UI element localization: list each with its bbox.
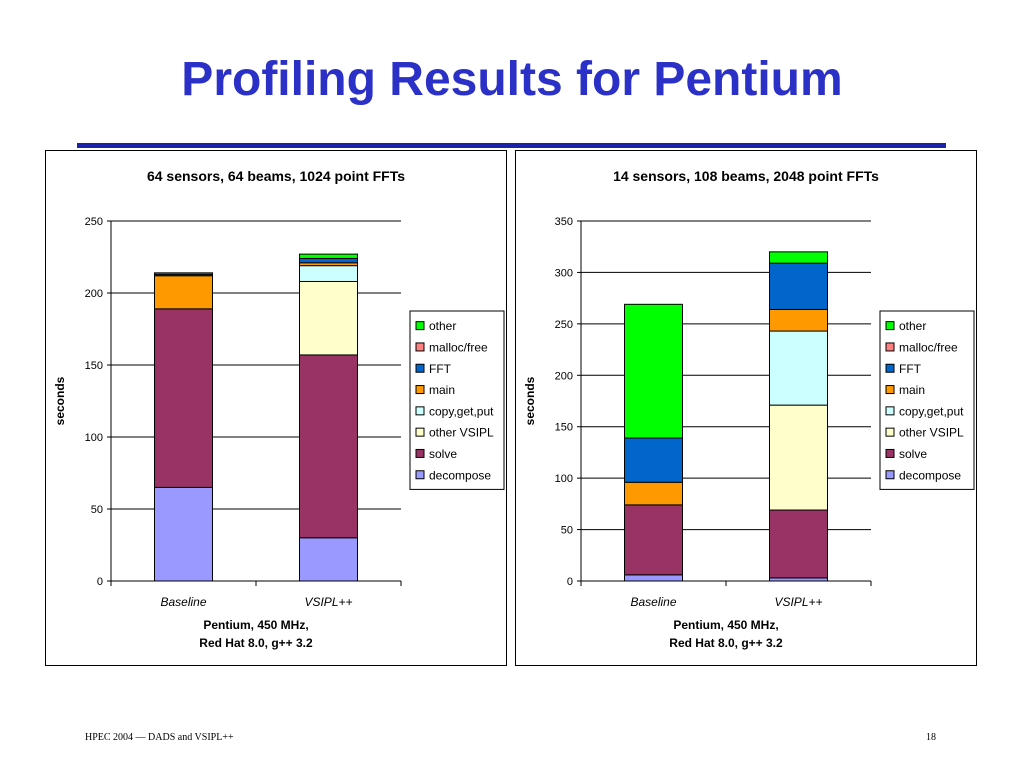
legend-label-solve: solve <box>899 447 927 461</box>
legend-swatch-malloc-free <box>885 342 895 352</box>
y-tick-label: 50 <box>561 525 573 537</box>
x-axis-label: Pentium, 450 MHz, <box>203 618 308 632</box>
title-rule <box>77 143 946 148</box>
legend-label-fft: FFT <box>429 362 452 376</box>
y-tick-label: 50 <box>91 504 103 516</box>
bar-segment-vsipl-other <box>769 251 828 264</box>
bar-segment-baseline-solve <box>624 504 683 576</box>
bar-segment-vsipl-other-vsipl <box>769 404 828 511</box>
bar-segment-baseline-main <box>624 481 683 506</box>
bar-segment-baseline-decompose <box>154 486 213 582</box>
y-tick-label: 250 <box>555 319 573 331</box>
legend-label-main: main <box>429 383 455 397</box>
legend-label-other: other <box>429 319 456 333</box>
x-axis-label: Red Hat 8.0, g++ 3.2 <box>199 636 313 650</box>
y-tick-label: 200 <box>85 288 103 300</box>
chart-frame-left: 64 sensors, 64 beams, 1024 point FFTs 0 50… <box>45 150 507 666</box>
bar-segment-vsipl-copy-get-put <box>299 265 358 282</box>
y-tick-label: 200 <box>555 370 573 382</box>
bar-segment-baseline-solve <box>154 308 213 488</box>
legend-swatch-copy-get-put <box>885 406 895 416</box>
legend-swatch-fft <box>885 363 895 373</box>
legend-swatch-other <box>415 321 425 331</box>
legend-swatch-main <box>415 385 425 395</box>
x-axis-label: Pentium, 450 MHz, <box>673 618 778 632</box>
legend-label-copy-get-put: copy,get,put <box>429 404 494 418</box>
x-category-label: Baseline <box>630 595 676 609</box>
legend-label-malloc-free: malloc/free <box>899 340 958 354</box>
bar-segment-vsipl-solve <box>299 354 358 539</box>
x-category-label: Baseline <box>160 595 206 609</box>
bar-segment-vsipl-other-vsipl <box>299 280 358 356</box>
slide-title: Profiling Results for Pentium <box>181 53 843 106</box>
legend-swatch-decompose <box>415 470 425 480</box>
x-category-label: VSIPL++ <box>774 595 822 609</box>
bar-segment-vsipl-fft <box>769 262 828 310</box>
chart-title: 64 sensors, 64 beams, 1024 point FFTs <box>147 168 405 184</box>
footer-text: HPEC 2004 — DADS and VSIPL++ <box>85 732 234 743</box>
legend-swatch-other-vsipl <box>415 427 425 437</box>
bar-segment-vsipl-copy-get-put <box>769 330 828 406</box>
legend-swatch-solve <box>885 448 895 458</box>
bar-segment-vsipl-solve <box>769 509 828 579</box>
chart-title: 14 sensors, 108 beams, 2048 point FFTs <box>613 168 879 184</box>
legend-label-copy-get-put: copy,get,put <box>899 404 964 418</box>
y-tick-label: 150 <box>85 360 103 372</box>
bar-segment-baseline-main <box>154 275 213 310</box>
legend-swatch-decompose <box>885 470 895 480</box>
y-tick-label: 100 <box>85 432 103 444</box>
bar-segment-baseline-other <box>154 272 213 275</box>
chart-left: 64 sensors, 64 beams, 1024 point FFTs 0 50… <box>53 168 505 650</box>
y-tick-label: 250 <box>85 216 103 228</box>
legend-label-solve: solve <box>429 447 457 461</box>
legend-swatch-malloc-free <box>415 342 425 352</box>
y-tick-label: 100 <box>555 473 573 485</box>
bar-segment-baseline-fft <box>624 437 683 483</box>
y-tick-label: 150 <box>555 422 573 434</box>
legend-swatch-main <box>885 385 895 395</box>
legend-swatch-copy-get-put <box>415 406 425 416</box>
legend-label-other: other <box>899 319 926 333</box>
y-tick-label: 0 <box>567 576 573 588</box>
chart-frame-right: 14 sensors, 108 beams, 2048 point FFTs 0 5… <box>515 150 977 666</box>
legend-swatch-other-vsipl <box>885 427 895 437</box>
legend-label-decompose: decompose <box>429 468 491 482</box>
bar-segment-baseline-other <box>624 303 683 439</box>
legend-label-decompose: decompose <box>899 468 961 482</box>
y-axis-label: seconds <box>53 376 67 425</box>
legend-label-malloc-free: malloc/free <box>429 340 488 354</box>
legend-swatch-solve <box>415 448 425 458</box>
bar-segment-vsipl-other <box>299 253 358 259</box>
legend-box <box>409 310 505 490</box>
y-axis-label: seconds <box>523 376 537 425</box>
legend-label-other-vsipl: other VSIPL <box>429 426 494 440</box>
page-number: 18 <box>926 732 936 743</box>
y-tick-label: 0 <box>97 576 103 588</box>
y-tick-label: 300 <box>555 267 573 279</box>
legend-label-main: main <box>899 383 925 397</box>
chart-right: 14 sensors, 108 beams, 2048 point FFTs 0 5… <box>523 168 975 650</box>
x-category-label: VSIPL++ <box>304 595 352 609</box>
legend-label-fft: FFT <box>899 362 922 376</box>
legend-box <box>879 310 975 490</box>
legend-swatch-fft <box>415 363 425 373</box>
legend-label-other-vsipl: other VSIPL <box>899 426 964 440</box>
bar-segment-vsipl-decompose <box>299 537 358 582</box>
bar-segment-baseline-decompose <box>624 574 683 582</box>
x-axis-label: Red Hat 8.0, g++ 3.2 <box>669 636 783 650</box>
bar-segment-vsipl-fft <box>299 257 358 264</box>
bar-segment-vsipl-main <box>769 308 828 332</box>
y-tick-label: 350 <box>555 216 573 228</box>
legend-swatch-other <box>885 321 895 331</box>
